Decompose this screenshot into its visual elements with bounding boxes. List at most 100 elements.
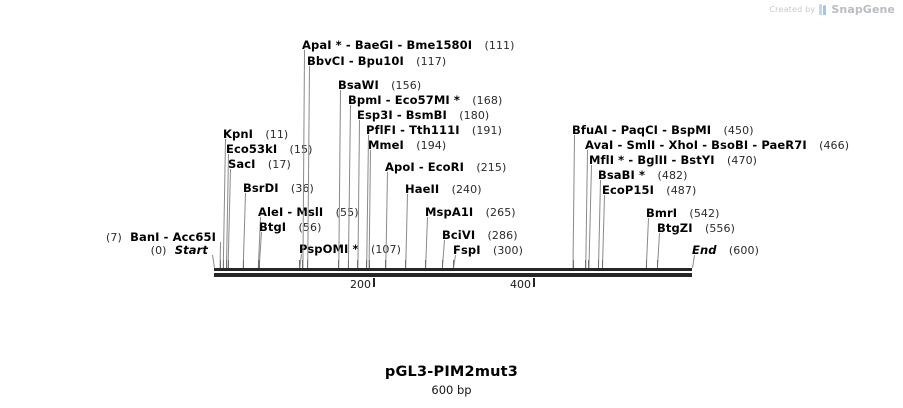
cut-site-tick [573,260,574,268]
site-position: (240) [451,183,482,196]
enzyme-names: BtgZI [657,221,693,235]
site-position: (450) [723,124,754,137]
enzyme-names: AleI - MslI [258,205,324,219]
site-position: (11) [265,128,289,141]
site-position: (194) [416,139,447,152]
enzyme-names: BfuAI - PaqCI - BspMI [572,123,712,137]
cut-site-tick [226,260,227,268]
site-position: (191) [471,124,503,137]
terminal-label: (0) Start [151,244,208,257]
enzyme-names: EcoP15I [602,183,654,197]
cut-site-tick [598,260,599,268]
enzyme-names: AvaI - SmlI - XhoI - BsoBI - PaeR7I [585,138,807,152]
enzyme-names: BsaBI * [598,168,646,182]
site-position: (556) [704,222,736,235]
enzyme-names: MmeI [368,138,404,152]
site-position: (215) [476,161,507,174]
enzyme-names: BmrI [646,206,678,220]
cut-site-tick [243,260,244,268]
restriction-site-label: (7) BanI - Acc65I [106,231,216,244]
enzyme-names: BpmI - Eco57MI * [348,93,460,107]
restriction-site-label: AleI - MslI (55) [258,206,359,219]
restriction-site-label: AvaI - SmlI - XhoI - BsoBI - PaeR7I (466… [585,139,849,152]
site-position: (168) [472,94,503,107]
site-position: (286) [487,229,518,242]
cut-site-tick [369,260,370,268]
enzyme-names: BanI - Acc65I [130,230,216,244]
cut-site-tick [385,260,386,268]
cut-site-tick [348,260,349,268]
cut-site-tick [657,260,658,268]
site-position: (7) [106,231,122,244]
site-position: (470) [726,154,758,167]
enzyme-names: BtgI [259,220,287,234]
enzyme-names: SacI [228,157,256,171]
cut-site-tick [258,260,259,268]
enzyme-names: ApaI * - BaeGI - Bme1580I [302,38,473,52]
site-leader-line [601,195,605,269]
enzyme-names: BbvCI - Bpu10I [307,54,404,68]
terminal-name: End [692,243,717,257]
cut-site-tick [366,260,367,268]
enzyme-names: HaeII [405,182,440,196]
restriction-site-label: PspOMI * (107) [299,243,401,256]
cut-site-tick [228,260,229,268]
site-position: (117) [416,55,447,68]
site-leader-line [405,194,408,269]
enzyme-names: Eco53kI [226,142,278,156]
enzyme-names: FspI [453,243,481,257]
restriction-site-label: BtgZI (556) [657,222,735,235]
cut-site-tick [425,260,426,268]
site-position: (600) [728,244,759,257]
enzyme-names: PspOMI * [299,242,359,256]
restriction-site-label: Esp3I - BsmBI (180) [357,109,489,122]
site-position: (482) [657,169,688,182]
enzyme-names: MflI * - BglII - BstYI [589,153,715,167]
site-position: (111) [484,39,515,52]
site-leader-line [588,165,592,269]
watermark-product-label: SnapGene [831,3,895,16]
restriction-site-label: BfuAI - PaqCI - BspMI (450) [572,124,754,137]
restriction-site-label: BmrI (542) [646,207,720,220]
site-position: (487) [666,184,697,197]
cut-site-tick [588,260,589,268]
restriction-site-label: BsaBI * (482) [598,169,688,182]
restriction-site-label: HaeII (240) [405,183,482,196]
restriction-site-label: ApaI * - BaeGI - Bme1580I (111) [302,39,515,52]
site-position: (542) [689,207,720,220]
site-position: (300) [492,244,524,257]
restriction-site-label: EcoP15I (487) [602,184,696,197]
plasmid-name: pGL3-PIM2mut3 [384,364,519,380]
site-position: (0) [150,244,167,257]
watermark-created-by-label: Created by [769,5,816,14]
enzyme-names: ApoI - EcoRI [385,160,464,174]
restriction-site-label: BbvCI - Bpu10I (117) [307,55,446,68]
snapgene-watermark: Created by SnapGene [769,3,895,16]
cut-site-tick [405,260,406,268]
ruler-tick-label: 400 [510,278,531,291]
enzyme-names: Esp3I - BsmBI [357,108,447,122]
cut-site-tick [302,260,303,268]
restriction-site-label: MflI * - BglII - BstYI (470) [589,154,757,167]
snapgene-leaf-icon [819,3,827,16]
restriction-site-label: BsaWI (156) [338,79,421,92]
terminal-label: End (600) [692,244,759,257]
restriction-site-label: KpnI (11) [223,128,288,141]
site-position: (156) [391,79,422,92]
site-position: (466) [819,139,850,152]
cut-site-tick [338,260,339,268]
cut-site-tick [453,260,454,268]
ruler-tick [373,278,375,287]
site-position: (55) [335,206,359,219]
site-position: (17) [267,158,291,171]
enzyme-names: MspA1I [425,205,474,219]
cut-site-tick [585,260,586,268]
restriction-site-label: BpmI - Eco57MI * (168) [348,94,502,107]
restriction-site-label: Eco53kI (15) [226,143,313,156]
cut-site-tick [357,260,358,268]
sequence-bar-lower [214,273,692,277]
plasmid-size: 600 bp [431,383,472,397]
site-position: (180) [459,109,490,122]
restriction-site-label: PflFI - Tth111I (191) [366,124,502,137]
enzyme-names: KpnI [223,127,254,141]
